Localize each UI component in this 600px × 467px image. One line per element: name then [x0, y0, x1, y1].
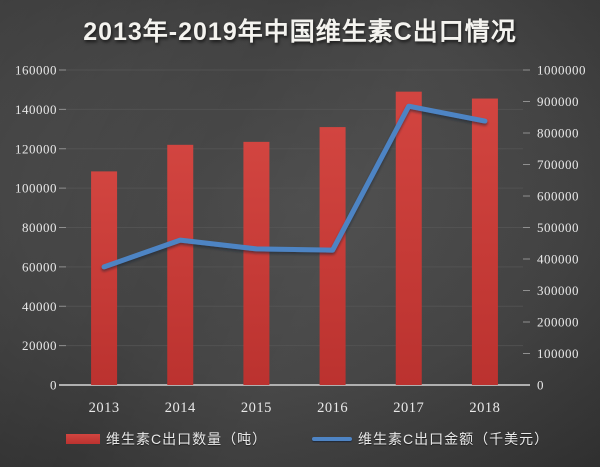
- export-quantity-bar-2014: [167, 144, 194, 385]
- x-axis-label: 2015: [241, 400, 272, 416]
- left-axis-tick-label: 60000: [22, 259, 57, 274]
- x-axis-label: 2014: [165, 400, 196, 416]
- right-axis-tick-label: 900000: [537, 94, 579, 109]
- left-axis-tick-label: 140000: [15, 102, 57, 117]
- right-axis-tick-label: 1000000: [537, 63, 586, 78]
- left-axis-tick-label: 120000: [15, 141, 57, 156]
- left-axis-tick-label: 0: [50, 378, 57, 393]
- right-axis-tick-label: 600000: [537, 189, 579, 204]
- left-axis-tick-label: 40000: [22, 299, 57, 314]
- x-axis-label: 2017: [393, 400, 424, 416]
- right-axis-tick-label: 500000: [537, 220, 579, 235]
- line-series-swatch: [312, 437, 352, 441]
- left-axis-tick-label: 20000: [22, 338, 57, 353]
- bar-series-swatch: [66, 434, 100, 444]
- chart-title: 2013年-2019年中国维生素C出口情况: [83, 18, 517, 46]
- export-value-line: [101, 103, 488, 270]
- right-axis-tick-label: 100000: [537, 346, 579, 361]
- left-axis-tick-label: 100000: [15, 181, 57, 196]
- legend-label-value: 维生素C出口金额（千美元）: [358, 431, 550, 447]
- export-quantity-bar-2013: [91, 171, 118, 385]
- left-axis-tick-label: 80000: [22, 220, 57, 235]
- right-axis-tick-label: 200000: [537, 315, 579, 330]
- x-axis-label: 2018: [469, 400, 500, 416]
- x-axis-label: 2016: [317, 400, 348, 416]
- legend-item-quantity: 维生素C出口数量（吨）: [66, 430, 267, 448]
- export-quantity-bar-2016: [319, 127, 346, 385]
- export-quantity-bar-2018: [471, 98, 498, 385]
- right-axis-tick-label: 400000: [537, 252, 579, 267]
- export-quantity-bar-2017: [395, 91, 422, 385]
- right-axis-tick-label: 0: [537, 378, 544, 393]
- left-axis-tick-label: 160000: [15, 63, 57, 78]
- right-axis-tick-label: 300000: [537, 283, 579, 298]
- x-axis-label: 2013: [89, 400, 120, 416]
- right-axis-tick-label: 800000: [537, 126, 579, 141]
- export-quantity-bar-2015: [243, 141, 270, 385]
- legend-item-value: 维生素C出口金额（千美元）: [312, 430, 549, 448]
- legend-label-quantity: 维生素C出口数量（吨）: [106, 431, 268, 447]
- right-axis-tick-label: 700000: [537, 157, 579, 172]
